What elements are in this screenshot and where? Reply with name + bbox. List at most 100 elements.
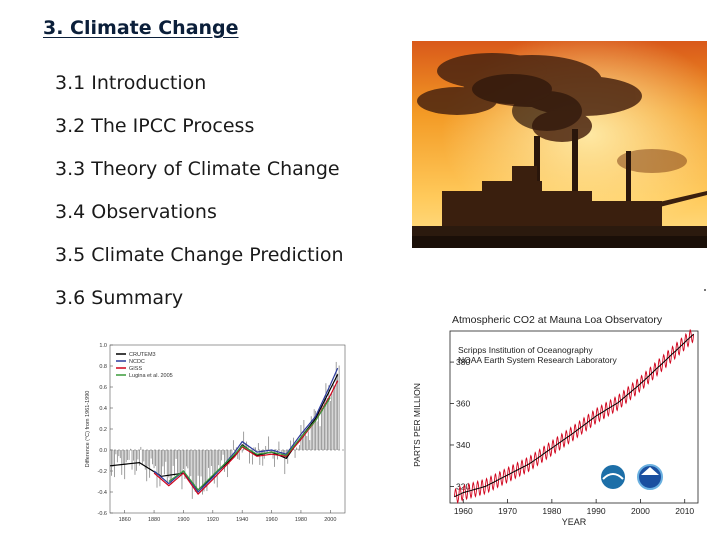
y-tick-label: 380 [456, 357, 470, 367]
chart-title: Atmospheric CO2 at Mauna Loa Observatory [452, 314, 663, 326]
series-line [168, 397, 331, 491]
anomaly-bar [260, 450, 262, 455]
anomaly-bar [296, 447, 297, 450]
y-tick-label: 1.0 [99, 343, 107, 349]
anomaly-bar [180, 450, 181, 476]
section-item: 3.4 Observations [55, 201, 217, 223]
anomaly-bar [138, 450, 140, 466]
anomaly-bar [282, 450, 284, 455]
x-axis-label: YEAR [562, 517, 587, 527]
x-tick-label: 1980 [295, 517, 307, 523]
anomaly-bar [334, 385, 336, 450]
y-axis-label: PARTS PER MILLION [412, 383, 422, 467]
anomaly-bar [212, 450, 214, 475]
anomaly-bar [171, 450, 173, 485]
x-tick-label: 1990 [587, 506, 606, 516]
anomaly-bar [168, 450, 170, 478]
anomaly-bar [302, 435, 303, 450]
co2-trend-line [454, 333, 694, 498]
anomaly-bar [162, 450, 164, 467]
anomaly-bar [332, 384, 334, 450]
anomaly-bar [159, 450, 161, 487]
anomaly-bar [266, 450, 268, 454]
anomaly-bar [141, 450, 143, 465]
legend-label: GISS [129, 366, 142, 372]
anomaly-bar [181, 450, 183, 490]
y-tick-label: 340 [456, 440, 470, 450]
anomaly-bar [262, 450, 264, 466]
anomaly-bar [284, 450, 286, 475]
anomaly-bar [222, 450, 224, 455]
anomaly-bar [199, 450, 200, 490]
anomaly-bar [310, 416, 312, 450]
anomaly-bar [153, 450, 155, 469]
y-tick-label: 0.4 [99, 406, 107, 412]
anomaly-bar [315, 410, 317, 450]
anomaly-bar [119, 450, 121, 459]
anomaly-bar [128, 450, 130, 460]
section-item: 3.2 The IPCC Process [55, 115, 255, 137]
anomaly-bar [185, 450, 187, 467]
x-tick-label: 1970 [498, 506, 517, 516]
anomaly-bar [118, 450, 120, 457]
anomaly-bar [193, 450, 195, 487]
y-tick-label: 0.2 [99, 427, 107, 433]
anomaly-bar [121, 450, 123, 475]
anomaly-bar [144, 450, 146, 470]
anomaly-bar [209, 450, 211, 479]
anomaly-bar [247, 446, 249, 450]
anomaly-bar [206, 450, 208, 492]
anomaly-bar [109, 450, 111, 471]
y-tick-label: 0.8 [99, 364, 107, 370]
anomaly-bar [116, 450, 118, 463]
anomaly-bar [155, 450, 156, 467]
anomaly-bar [237, 450, 239, 459]
anomaly-bar [125, 450, 127, 463]
anomaly-bar [147, 450, 149, 467]
anomaly-bar [275, 449, 277, 450]
anomaly-bar [316, 421, 318, 450]
anomaly-bar [191, 450, 193, 499]
anomaly-bar [165, 450, 167, 462]
anomaly-bar [127, 450, 129, 460]
anomaly-bar [238, 450, 240, 460]
x-tick-label: 2000 [631, 506, 650, 516]
anomaly-bar [219, 450, 221, 468]
anomaly-bar [203, 450, 205, 492]
anomaly-bar [177, 450, 178, 473]
y-tick-label: -0.4 [98, 490, 107, 496]
y-axis-label: Difference (°C) from 1961-1990 [85, 391, 91, 468]
anomaly-bar [188, 450, 190, 482]
anomaly-bar [146, 450, 148, 482]
anomaly-bar [294, 450, 296, 458]
anomaly-bar [290, 440, 292, 450]
y-tick-label: -0.6 [98, 511, 107, 517]
anomaly-bar [243, 431, 245, 450]
x-tick-label: 1940 [236, 517, 248, 523]
anomaly-bar [252, 450, 253, 465]
y-tick-label: 360 [456, 399, 470, 409]
noaa-logo [637, 464, 663, 490]
anomaly-bar [131, 450, 133, 470]
anomaly-bar [319, 426, 321, 450]
anomaly-bar [325, 383, 327, 450]
x-tick-label: 1920 [207, 517, 219, 523]
anomaly-bar [309, 440, 311, 450]
anomaly-bar [134, 450, 136, 475]
slide-title: 3. Climate Change [43, 17, 239, 39]
anomaly-bar [230, 450, 231, 459]
anomaly-bar [278, 441, 280, 450]
anomaly-bar [213, 450, 215, 484]
anomaly-bar [210, 450, 212, 466]
anomaly-bar [178, 450, 180, 477]
anomaly-bar [321, 406, 322, 450]
anomaly-bar [304, 434, 306, 450]
anomaly-bar [187, 450, 189, 469]
anomaly-bar [161, 450, 162, 475]
anomaly-bar [175, 450, 177, 459]
anomaly-bar [297, 448, 299, 450]
legend-label: NCDC [129, 359, 145, 365]
anomaly-bar [253, 447, 255, 450]
anomaly-bar [337, 373, 339, 450]
anomaly-bar [174, 450, 176, 476]
